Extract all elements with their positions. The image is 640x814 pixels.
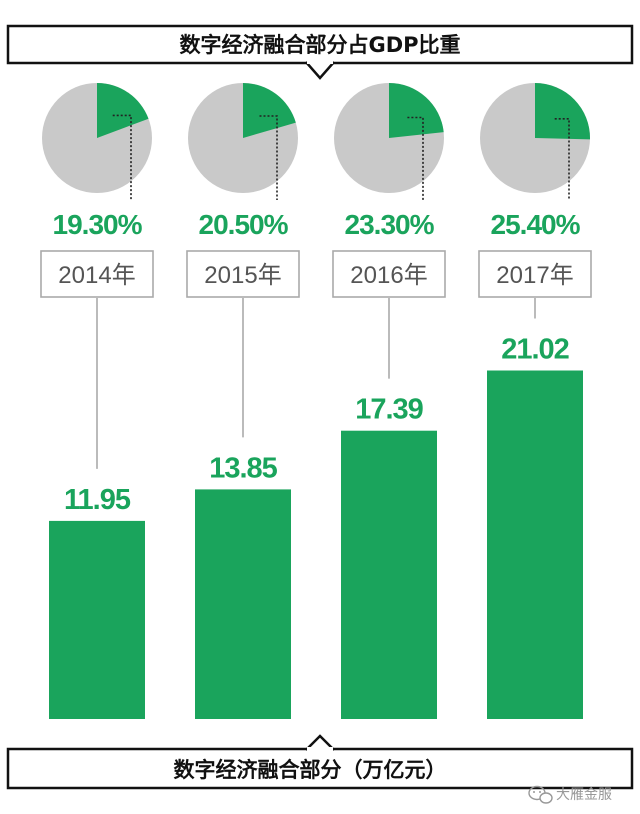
- xlabel-pointer-mask: [307, 747, 333, 752]
- title-banner: 数字经济融合部分占GDP比重: [6, 24, 634, 80]
- year-box: [186, 250, 300, 298]
- pie-slice-share: [389, 83, 444, 138]
- pie-slice-share: [243, 83, 296, 138]
- bar-value-label: 11.95: [64, 484, 131, 516]
- pie-chart: [480, 83, 590, 200]
- pie-leader-line: [407, 116, 424, 200]
- pie-chart: [42, 83, 152, 200]
- chart-title: 数字经济融合部分占GDP比重: [179, 33, 460, 57]
- pie-slice-share: [97, 83, 149, 138]
- xlabel-frame: [6, 747, 634, 790]
- bar: [195, 489, 291, 719]
- bar: [487, 370, 583, 719]
- year-label: 2015年: [204, 262, 281, 289]
- share-label: 23.30%: [345, 209, 435, 240]
- watermark: 大雁金服: [528, 785, 612, 804]
- bar-series: 11.95 13.85 17.39 21.02: [49, 298, 583, 719]
- bar-value-label: 13.85: [209, 452, 277, 484]
- pie-chart: [334, 83, 444, 200]
- bar-value-label: 17.39: [355, 394, 423, 426]
- title-frame: [6, 24, 634, 65]
- year-label: 2017年: [496, 262, 573, 289]
- bar: [49, 520, 145, 719]
- pie-chart: [188, 83, 298, 200]
- pie-row: 19.30% 2014年 20.50% 2015年 23.30% 2016年 25.40% 2…: [40, 83, 592, 298]
- year-label: 2016年: [350, 262, 427, 289]
- xlabel-pointer: [305, 734, 335, 751]
- share-label: 25.40%: [491, 209, 581, 240]
- year-box: [478, 250, 592, 298]
- bar: [341, 430, 437, 719]
- wechat-icon: [528, 785, 553, 804]
- share-label: 19.30%: [53, 209, 143, 240]
- title-pointer-mask: [307, 59, 333, 64]
- year-box: [40, 250, 154, 298]
- watermark-text: 大雁金服: [556, 787, 612, 803]
- x-axis-label: 数字经济融合部分（万亿元）: [174, 758, 447, 782]
- year-label: 2014年: [58, 262, 135, 289]
- xlabel-banner: 数字经济融合部分（万亿元）: [6, 734, 634, 790]
- bar-value-label: 21.02: [501, 334, 569, 366]
- year-box: [332, 250, 446, 298]
- pie-leader-line: [259, 115, 278, 200]
- pie-leader-line: [554, 118, 570, 200]
- pie-slice-share: [535, 83, 590, 140]
- title-pointer: [305, 61, 335, 80]
- share-label: 20.50%: [199, 209, 289, 240]
